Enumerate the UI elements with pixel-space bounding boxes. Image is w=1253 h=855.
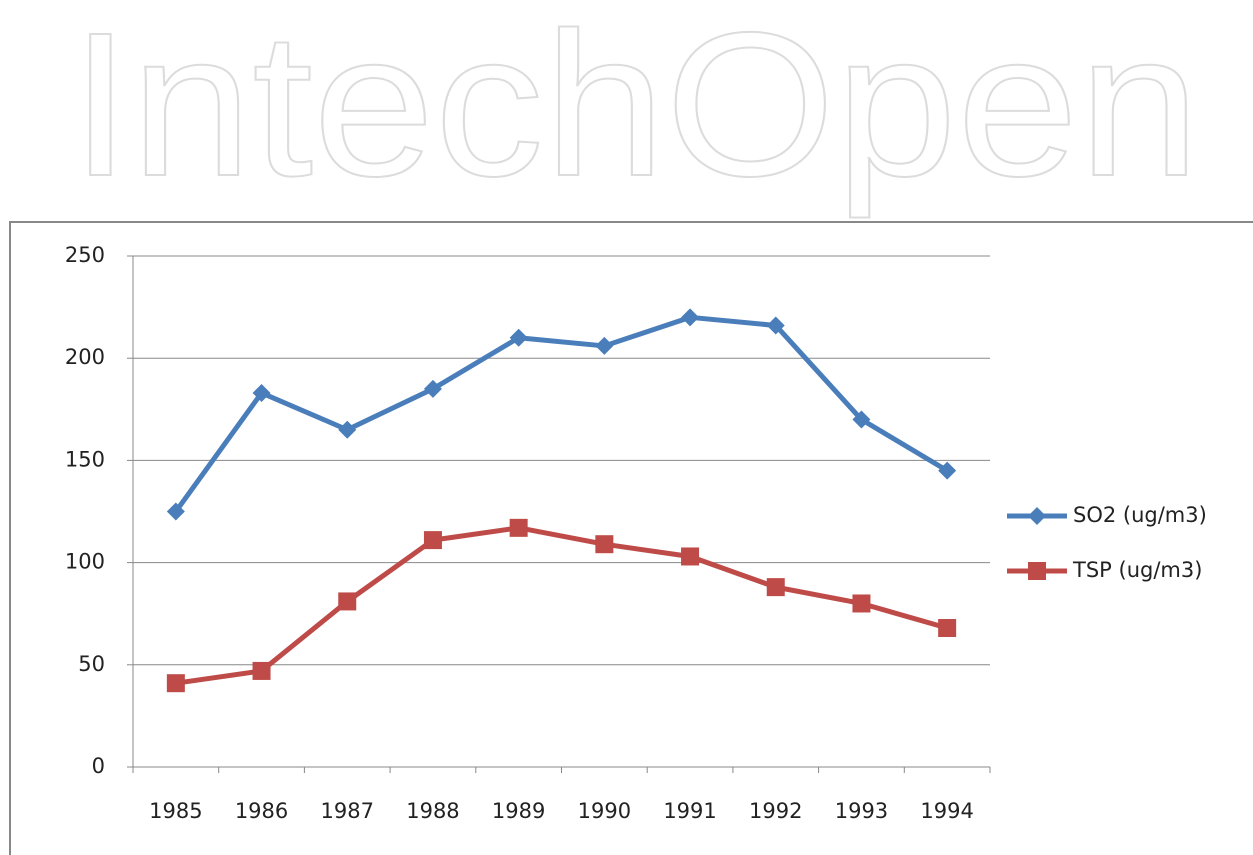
marker [252, 661, 271, 680]
x-tick-label: 1990 [578, 799, 631, 823]
y-tick-label: 150 [65, 447, 105, 471]
x-tick-label: 1989 [492, 799, 545, 823]
y-tick-label: 50 [78, 652, 105, 676]
legend-marker [1028, 507, 1046, 525]
marker [338, 592, 357, 611]
series-line [173, 314, 949, 513]
y-tick-label: 200 [65, 345, 105, 369]
legend-marker [1028, 562, 1046, 580]
marker [852, 594, 871, 613]
legend-label: SO2 (ug/m3) [1073, 503, 1207, 527]
marker [252, 383, 271, 402]
series-line [175, 525, 948, 686]
x-tick-label: 1993 [835, 799, 888, 823]
marker [766, 316, 785, 335]
x-tick-label: 1991 [663, 799, 716, 823]
marker [938, 619, 957, 638]
x-tick-label: 1992 [749, 799, 802, 823]
marker [595, 336, 614, 355]
marker [166, 674, 185, 693]
marker [338, 420, 357, 439]
watermark: IntechOpen [70, 0, 1200, 219]
marker [595, 535, 614, 554]
x-tick-label: 1988 [406, 799, 459, 823]
marker [423, 531, 442, 550]
x-tick-label: 1987 [321, 799, 374, 823]
y-tick-label: 250 [65, 243, 105, 267]
marker [681, 547, 700, 566]
marker [852, 410, 871, 429]
marker [509, 518, 528, 537]
legend-label: TSP (ug/m3) [1072, 558, 1202, 582]
marker [509, 328, 528, 347]
y-tick-label: 0 [92, 754, 105, 778]
x-tick-label: 1994 [920, 799, 973, 823]
y-tick-label: 100 [65, 550, 105, 574]
marker [166, 502, 185, 521]
x-tick-label: 1986 [235, 799, 288, 823]
x-tick-label: 1985 [149, 799, 202, 823]
chart-frame [9, 221, 1253, 855]
marker [938, 461, 957, 480]
marker [766, 578, 785, 597]
marker [681, 308, 700, 327]
marker [423, 379, 442, 398]
